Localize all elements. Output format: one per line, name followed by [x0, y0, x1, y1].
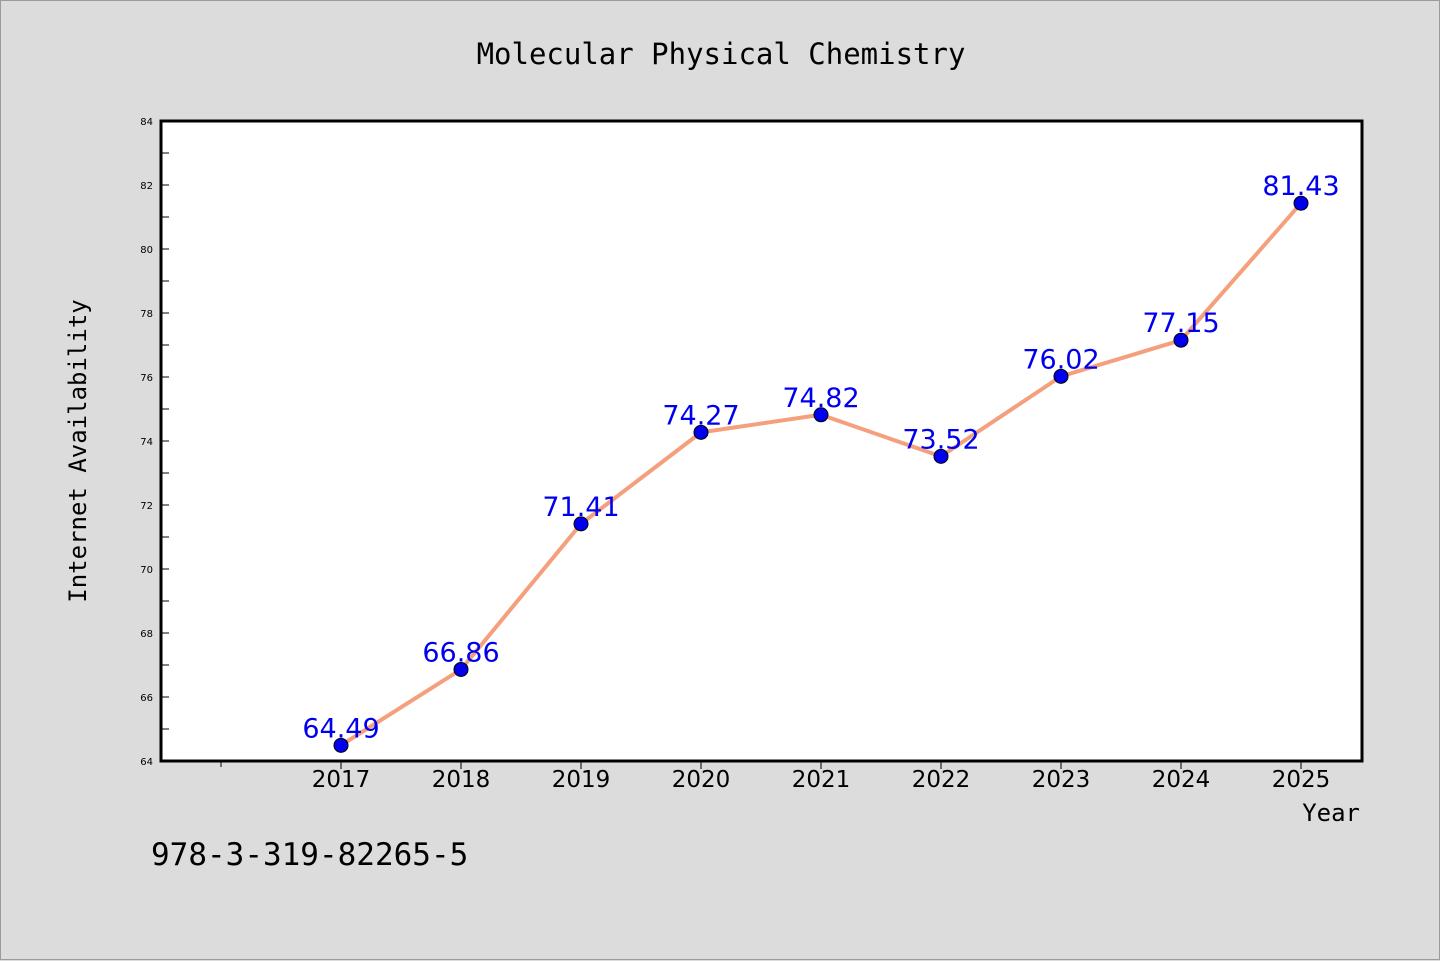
data-point	[1293, 195, 1309, 211]
plot-area	[159, 119, 1364, 763]
data-point	[693, 424, 709, 440]
x-tick-label: 2022	[912, 767, 971, 793]
x-tick-label: 2020	[672, 767, 731, 793]
data-label: 74.82	[782, 383, 859, 414]
x-axis: 2017 2018 2019 2020 2021 2022 2023 2024 2025	[220, 761, 1331, 793]
x-tick-label: 2018	[432, 767, 491, 793]
y-tick-label: 68	[140, 629, 153, 640]
data-label: 76.02	[1022, 344, 1099, 375]
data-label: 81.43	[1262, 171, 1339, 202]
data-point	[1173, 332, 1189, 348]
data-label: 71.41	[542, 492, 619, 523]
data-label: 77.15	[1142, 308, 1219, 339]
y-tick-label: 72	[140, 501, 153, 512]
y-tick-label: 70	[140, 565, 153, 576]
x-tick-label: 2023	[1032, 767, 1091, 793]
data-point	[933, 448, 949, 464]
data-label: 73.52	[902, 424, 979, 455]
data-point	[453, 661, 469, 677]
y-tick-label: 84	[140, 117, 153, 128]
x-tick-label: 2019	[552, 767, 611, 793]
y-axis: 64 66 68 70 72 74 76 78 80 82 84	[140, 117, 169, 768]
x-tick-label: 2025	[1272, 767, 1331, 793]
series-0: 64.49 66.86 71.41 74.27 74.82 73.52 76.02 77.15…	[302, 171, 1340, 753]
isbn-text: 978-3-319-82265-5	[151, 837, 468, 873]
y-axis-label: Internet Availability	[64, 299, 92, 602]
data-point	[1053, 368, 1069, 384]
data-point	[333, 737, 349, 753]
chart-title: Molecular Physical Chemistry	[477, 37, 966, 71]
x-tick-label: 2024	[1152, 767, 1211, 793]
data-label: 66.86	[422, 637, 499, 668]
y-tick-label: 78	[140, 309, 153, 320]
y-tick-label: 66	[140, 693, 153, 704]
data-point	[813, 407, 829, 423]
y-tick-label: 64	[140, 757, 153, 768]
x-tick-label: 2017	[312, 767, 371, 793]
data-label: 74.27	[662, 400, 739, 431]
y-tick-label: 82	[140, 181, 153, 192]
y-tick-label: 76	[140, 373, 153, 384]
data-point	[573, 516, 589, 532]
y-tick-label: 80	[140, 245, 153, 256]
y-tick-label: 74	[140, 437, 153, 448]
data-label: 64.49	[302, 713, 379, 744]
x-axis-label: Year	[1302, 799, 1360, 827]
x-tick-label: 2021	[792, 767, 851, 793]
